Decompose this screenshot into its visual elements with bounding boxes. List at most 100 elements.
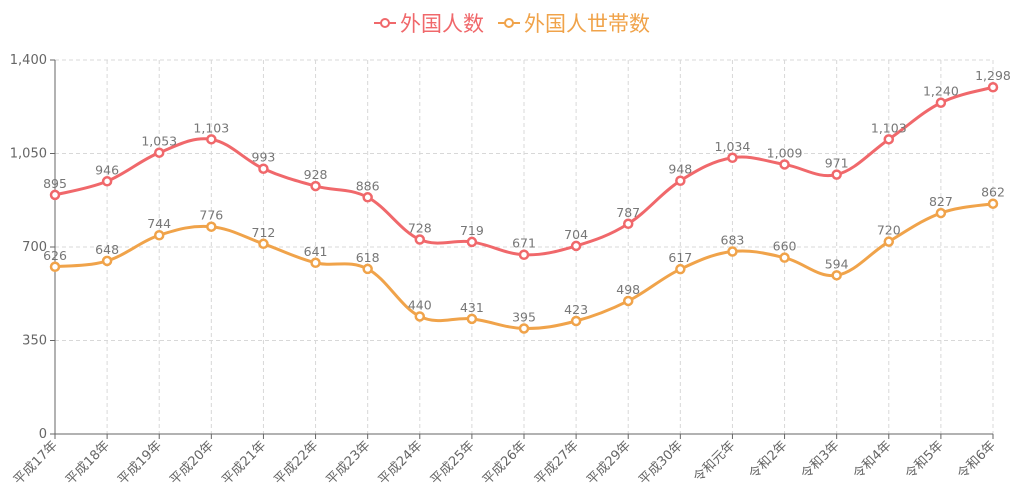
data-point-series-1[interactable] bbox=[727, 246, 738, 257]
data-point-series-0[interactable] bbox=[466, 236, 478, 248]
data-label-series-0: 971 bbox=[825, 156, 849, 171]
data-label-series-1: 862 bbox=[981, 185, 1005, 200]
data-label-series-0: 1,298 bbox=[975, 68, 1011, 83]
data-point-series-0[interactable] bbox=[935, 97, 947, 108]
data-label-series-1: 498 bbox=[616, 282, 640, 297]
data-label-series-1: 744 bbox=[147, 216, 171, 231]
data-point-series-1[interactable] bbox=[883, 236, 895, 247]
data-label-series-1: 720 bbox=[877, 223, 901, 238]
data-point-series-0[interactable] bbox=[49, 189, 61, 201]
data-point-series-1[interactable] bbox=[779, 252, 790, 263]
data-point-series-1[interactable] bbox=[206, 221, 217, 232]
data-label-series-1: 626 bbox=[43, 248, 67, 263]
x-tick-label: 平成29年 bbox=[584, 438, 634, 488]
data-point-series-0[interactable] bbox=[779, 159, 790, 170]
data-point-series-1[interactable] bbox=[466, 313, 478, 325]
x-tick-label: 平成25年 bbox=[428, 438, 478, 488]
data-label-series-1: 440 bbox=[408, 297, 432, 312]
data-point-series-0[interactable] bbox=[310, 180, 321, 192]
y-tick-label: 700 bbox=[22, 240, 47, 255]
data-label-series-1: 827 bbox=[929, 194, 953, 209]
data-label-series-1: 617 bbox=[668, 250, 692, 265]
x-tick-label: 平成20年 bbox=[167, 438, 217, 488]
data-point-series-1[interactable] bbox=[414, 311, 426, 322]
data-label-series-0: 993 bbox=[252, 150, 276, 165]
data-point-series-0[interactable] bbox=[831, 169, 842, 180]
x-tick-label: 令和4年 bbox=[851, 438, 895, 482]
data-label-series-0: 704 bbox=[564, 227, 588, 242]
data-label-series-1: 660 bbox=[773, 239, 797, 254]
data-label-series-0: 1,103 bbox=[193, 120, 229, 135]
data-label-series-1: 395 bbox=[512, 309, 536, 324]
data-point-series-1[interactable] bbox=[153, 229, 165, 241]
data-label-series-0: 895 bbox=[43, 176, 67, 191]
data-point-series-1[interactable] bbox=[987, 198, 999, 209]
data-point-series-1[interactable] bbox=[675, 263, 686, 275]
data-point-series-0[interactable] bbox=[101, 176, 113, 187]
data-label-series-0: 1,053 bbox=[141, 134, 177, 149]
data-point-series-1[interactable] bbox=[310, 257, 321, 269]
data-label-series-0: 671 bbox=[512, 236, 536, 251]
data-point-series-0[interactable] bbox=[570, 240, 582, 252]
legend-item-foreign-households[interactable]: 外国人世帯数 bbox=[498, 8, 650, 38]
data-label-series-1: 712 bbox=[252, 225, 276, 240]
x-tick-label: 平成22年 bbox=[271, 438, 321, 488]
data-point-series-0[interactable] bbox=[987, 81, 999, 93]
data-label-series-0: 946 bbox=[95, 162, 119, 177]
data-point-series-1[interactable] bbox=[622, 295, 634, 307]
data-label-series-0: 728 bbox=[408, 221, 432, 236]
data-point-series-0[interactable] bbox=[258, 163, 269, 174]
x-tick-label: 令和元年 bbox=[691, 438, 738, 485]
legend-line-marker-icon bbox=[374, 16, 396, 30]
x-tick-label: 平成23年 bbox=[324, 438, 374, 488]
x-tick-label: 平成19年 bbox=[115, 438, 165, 488]
x-tick-label: 令和3年 bbox=[798, 438, 842, 482]
x-tick-label: 平成27年 bbox=[532, 438, 582, 488]
data-label-series-1: 776 bbox=[199, 208, 223, 223]
data-point-series-0[interactable] bbox=[414, 234, 426, 245]
data-point-series-1[interactable] bbox=[49, 261, 61, 273]
data-point-series-0[interactable] bbox=[883, 134, 895, 145]
data-point-series-1[interactable] bbox=[935, 207, 947, 219]
data-label-series-0: 719 bbox=[460, 223, 484, 238]
data-point-series-1[interactable] bbox=[570, 315, 582, 327]
data-label-series-1: 431 bbox=[460, 300, 484, 315]
data-label-series-1: 618 bbox=[356, 250, 380, 265]
data-point-series-0[interactable] bbox=[206, 134, 217, 145]
data-point-series-0[interactable] bbox=[153, 147, 165, 158]
x-tick-label: 平成30年 bbox=[636, 438, 686, 488]
data-point-series-1[interactable] bbox=[518, 323, 530, 334]
data-label-series-0: 948 bbox=[668, 162, 692, 177]
data-point-series-0[interactable] bbox=[622, 218, 634, 230]
data-label-series-1: 641 bbox=[304, 244, 328, 259]
legend-label: 外国人世帯数 bbox=[524, 12, 650, 36]
data-point-series-1[interactable] bbox=[258, 238, 269, 250]
data-label-series-0: 1,034 bbox=[715, 139, 751, 154]
data-point-series-1[interactable] bbox=[831, 270, 842, 281]
x-tick-label: 令和5年 bbox=[903, 438, 947, 482]
data-label-series-0: 1,240 bbox=[923, 84, 959, 99]
x-tick-label: 平成21年 bbox=[219, 438, 269, 488]
legend-label: 外国人数 bbox=[400, 12, 484, 36]
y-tick-label: 0 bbox=[39, 427, 47, 442]
data-label-series-0: 787 bbox=[616, 205, 640, 220]
legend-item-foreign-population[interactable]: 外国人数 bbox=[374, 8, 484, 38]
data-label-series-0: 928 bbox=[304, 167, 328, 182]
data-point-series-0[interactable] bbox=[362, 192, 373, 203]
x-tick-label: 平成18年 bbox=[63, 438, 113, 488]
data-point-series-0[interactable] bbox=[727, 152, 738, 164]
data-label-series-0: 1,103 bbox=[871, 120, 907, 135]
data-label-series-1: 648 bbox=[95, 242, 119, 257]
x-tick-label: 平成26年 bbox=[480, 438, 530, 488]
data-label-series-0: 1,009 bbox=[767, 145, 803, 160]
data-point-series-1[interactable] bbox=[362, 263, 373, 275]
x-tick-label: 令和2年 bbox=[746, 438, 790, 482]
y-tick-label: 350 bbox=[22, 334, 47, 349]
data-label-series-1: 423 bbox=[564, 302, 588, 317]
data-point-series-0[interactable] bbox=[518, 249, 530, 260]
legend-line-marker-icon bbox=[498, 16, 520, 30]
data-point-series-0[interactable] bbox=[675, 175, 686, 186]
data-point-series-1[interactable] bbox=[101, 255, 113, 267]
data-label-series-0: 886 bbox=[356, 178, 380, 193]
